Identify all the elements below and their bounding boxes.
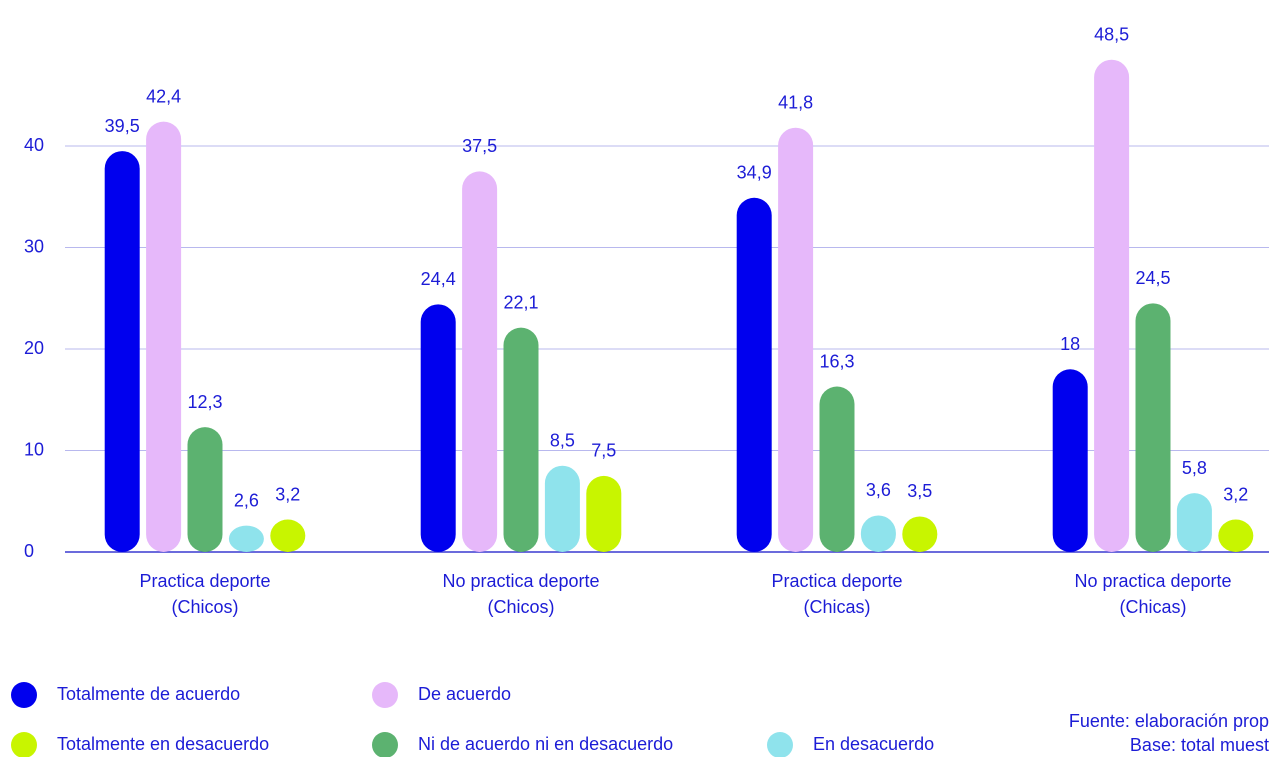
legend-swatch	[767, 732, 793, 757]
x-tick-label: (Chicas)	[803, 597, 870, 617]
bar	[586, 475, 622, 552]
value-label: 22,1	[503, 292, 538, 312]
value-label: 24,5	[1135, 268, 1170, 288]
bar	[902, 516, 938, 552]
value-label: 2,6	[234, 490, 259, 510]
y-tick-label: 20	[24, 338, 44, 358]
bar	[146, 121, 182, 552]
legend-label: Totalmente en desacuerdo	[57, 734, 269, 754]
bar	[736, 197, 772, 552]
bar	[544, 465, 580, 552]
value-label: 7,5	[591, 441, 616, 461]
bar	[270, 519, 306, 552]
value-label: 3,6	[866, 480, 891, 500]
y-tick-label: 10	[24, 439, 44, 459]
x-tick-label: (Chicos)	[171, 597, 238, 617]
source-note: Base: total muest	[1130, 735, 1269, 755]
legend-swatch	[11, 732, 37, 757]
x-tick-label: No practica deporte	[1074, 571, 1231, 591]
legend-swatch	[11, 682, 37, 708]
bar	[819, 386, 855, 552]
bar	[1094, 59, 1130, 552]
value-label: 18	[1060, 334, 1080, 354]
x-tick-label: Practica deporte	[771, 571, 902, 591]
bar	[778, 127, 814, 552]
bar	[104, 151, 140, 552]
legend-label: De acuerdo	[418, 684, 511, 704]
x-tick-label: (Chicos)	[487, 597, 554, 617]
source-note: Fuente: elaboración prop	[1069, 711, 1269, 731]
legend-label: Ni de acuerdo ni en desacuerdo	[418, 734, 673, 754]
bar	[1052, 369, 1088, 552]
x-tick-label: (Chicas)	[1119, 597, 1186, 617]
bar	[228, 525, 264, 552]
value-label: 5,8	[1182, 458, 1207, 478]
value-label: 12,3	[187, 392, 222, 412]
bar	[420, 304, 456, 552]
value-label: 37,5	[462, 136, 497, 156]
y-tick-label: 0	[24, 541, 34, 561]
value-label: 16,3	[819, 351, 854, 371]
value-label: 41,8	[778, 92, 813, 112]
bar	[860, 515, 896, 552]
bar	[1218, 519, 1254, 552]
bar	[1176, 493, 1212, 552]
x-tick-label: Practica deporte	[139, 571, 270, 591]
bar	[462, 171, 498, 552]
y-tick-label: 40	[24, 135, 44, 155]
x-tick-label: No practica deporte	[442, 571, 599, 591]
value-label: 3,2	[275, 484, 300, 504]
bar	[503, 327, 539, 552]
y-tick-label: 30	[24, 236, 44, 256]
value-label: 3,2	[1223, 484, 1248, 504]
value-label: 24,4	[421, 269, 456, 289]
value-label: 3,5	[907, 481, 932, 501]
value-label: 42,4	[146, 86, 181, 106]
bar	[187, 427, 223, 552]
legend-label: En desacuerdo	[813, 734, 934, 754]
legend-swatch	[372, 732, 398, 757]
legend-label: Totalmente de acuerdo	[57, 684, 240, 704]
bar	[1135, 303, 1171, 552]
value-label: 39,5	[105, 116, 140, 136]
value-label: 8,5	[550, 430, 575, 450]
value-label: 48,5	[1094, 24, 1129, 44]
value-label: 34,9	[737, 163, 772, 183]
legend-swatch	[372, 682, 398, 708]
